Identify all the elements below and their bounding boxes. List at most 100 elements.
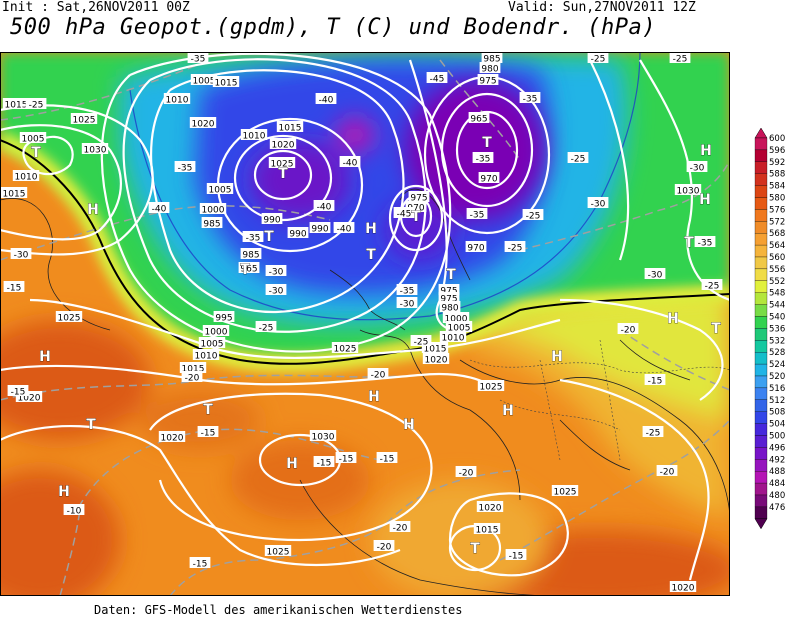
isotherm-label-text: -35 [470, 211, 485, 221]
isotherm-label: -15 [313, 456, 335, 469]
scale-swatch [754, 363, 768, 377]
high-pressure-center: H [58, 484, 70, 500]
isotherm-label-text: -15 [648, 377, 663, 387]
isotherm-label-text: -30 [400, 300, 415, 310]
isotherm-label-text: -35 [476, 155, 491, 165]
isotherm-label-text: -45 [430, 75, 445, 85]
isobar-label-text: 965 [240, 265, 257, 275]
isobar-label: 975 [438, 284, 460, 297]
scale-swatch [754, 459, 768, 472]
isotherm-label: -35 [396, 284, 418, 297]
isotherm-label-text: -30 [269, 287, 284, 297]
isobar-label: 980 [439, 301, 461, 314]
high-pressure-center: H [365, 221, 377, 237]
isobar-label: 1010 [163, 93, 191, 106]
isobar-label: 1020 [189, 117, 217, 130]
scale-swatch [754, 280, 768, 293]
isobar-label: 975 [408, 191, 430, 204]
isotherm-label-text: -35 [698, 239, 713, 249]
weather-map: 1005 1015 1015 1010 1025 1020 1005 1030 1010 1015… [0, 52, 730, 596]
scale-swatch [754, 185, 768, 198]
low-pressure-center: T [278, 166, 288, 182]
isobar-label-text: 1005 [193, 77, 216, 87]
isotherm-label: -15 [3, 281, 25, 294]
isobar-label: 1010 [439, 331, 467, 344]
data-source-footer: Daten: GFS-Modell des amerikanischen Wet… [94, 603, 463, 617]
isobar-label: 1020 [476, 501, 504, 514]
isotherm-label-text: -25 [508, 244, 523, 254]
isotherm-label: -25 [25, 98, 47, 111]
isobar-label-text: 985 [203, 220, 220, 230]
isobar-label-text: 985 [483, 55, 500, 65]
scale-label: 588 [769, 170, 785, 180]
low-pressure-center: T [711, 321, 721, 337]
low-pressure-center: T [411, 209, 421, 225]
isobar-label: 1015 [2, 98, 30, 111]
scale-label: 564 [769, 241, 785, 251]
scale-swatch [754, 268, 768, 281]
isobar-label: 1000 [199, 203, 227, 216]
isobar-label-text: 990 [289, 230, 306, 240]
isobar-label: 1025 [70, 113, 98, 126]
isotherm-label-text: -40 [337, 225, 352, 235]
scale-swatch [754, 387, 768, 400]
isotherm-label-text: -15 [11, 388, 26, 398]
isobar-label: 985 [201, 217, 223, 230]
isotherm-label-text: -15 [193, 560, 208, 570]
isobar-label: 1005 [445, 321, 473, 334]
isotherm-label: -25 [701, 279, 723, 292]
isotherm-label: -45 [393, 207, 415, 220]
isobar-label: 1020 [422, 353, 450, 366]
chart-title: 500 hPa Geopot.(gpdm), T (C) und Bodendr… [10, 15, 657, 40]
scale-swatch [754, 482, 768, 496]
isotherm-label: -25 [522, 209, 544, 222]
isobar-label-text: 1010 [195, 352, 218, 362]
high-pressure-center: H [551, 349, 563, 365]
isotherm-label-text: -25 [705, 282, 720, 292]
isobar-label-text: 1025 [271, 160, 294, 170]
scale-swatch [754, 233, 768, 246]
transition-field-east [370, 289, 730, 596]
isobar-label: 1000 [442, 312, 470, 325]
scale-label: 568 [769, 229, 785, 239]
isobar-label-text: 1015 [5, 101, 28, 111]
isotherm-label: -25 [587, 52, 609, 65]
isobar-label-text: 1000 [202, 206, 225, 216]
isotherm-label-text: -40 [152, 205, 167, 215]
isotherm-label-text: -35 [400, 287, 415, 297]
low-pressure-center: T [31, 145, 41, 161]
isotherm-label: -40 [333, 222, 355, 235]
isotherm-label: -15 [505, 549, 527, 562]
isobar-label: 975 [438, 292, 460, 305]
isotherm-label: -20 [389, 521, 411, 534]
isotherm-label: -15 [335, 452, 357, 465]
isotherm-label: -25 [410, 335, 432, 348]
isobar-label-text: 1020 [672, 584, 695, 594]
isobar-label: 1025 [268, 157, 296, 170]
scale-label: 516 [769, 384, 785, 394]
scale-swatch [754, 399, 768, 412]
isotherm-label: -25 [642, 426, 664, 439]
isobar-label: 1005 [19, 132, 47, 145]
contour-528 [129, 52, 641, 321]
scale-label: 600 [769, 134, 785, 144]
isobar-label: 970 [478, 172, 500, 185]
scale-swatch [754, 137, 768, 151]
isobar-label: 1020 [669, 581, 697, 594]
scale-label: 512 [769, 396, 785, 406]
isobar-label-text: 985 [242, 251, 259, 261]
scale-swatch [754, 161, 768, 174]
isotherm-label-text: -30 [690, 164, 705, 174]
scale-swatch [754, 471, 768, 484]
isotherm-label: -40 [315, 93, 337, 106]
isobar-label: 995 [213, 311, 235, 324]
isobar-label-text: 1015 [3, 190, 26, 200]
isotherm-label: -15 [189, 557, 211, 570]
scale-label: 492 [769, 455, 785, 465]
low-pressure-center: T [446, 267, 456, 283]
low-pressure-center: T [470, 541, 480, 557]
scale-label: 500 [769, 432, 785, 442]
scale-swatch [754, 149, 768, 162]
high-pressure-center: H [368, 389, 380, 405]
